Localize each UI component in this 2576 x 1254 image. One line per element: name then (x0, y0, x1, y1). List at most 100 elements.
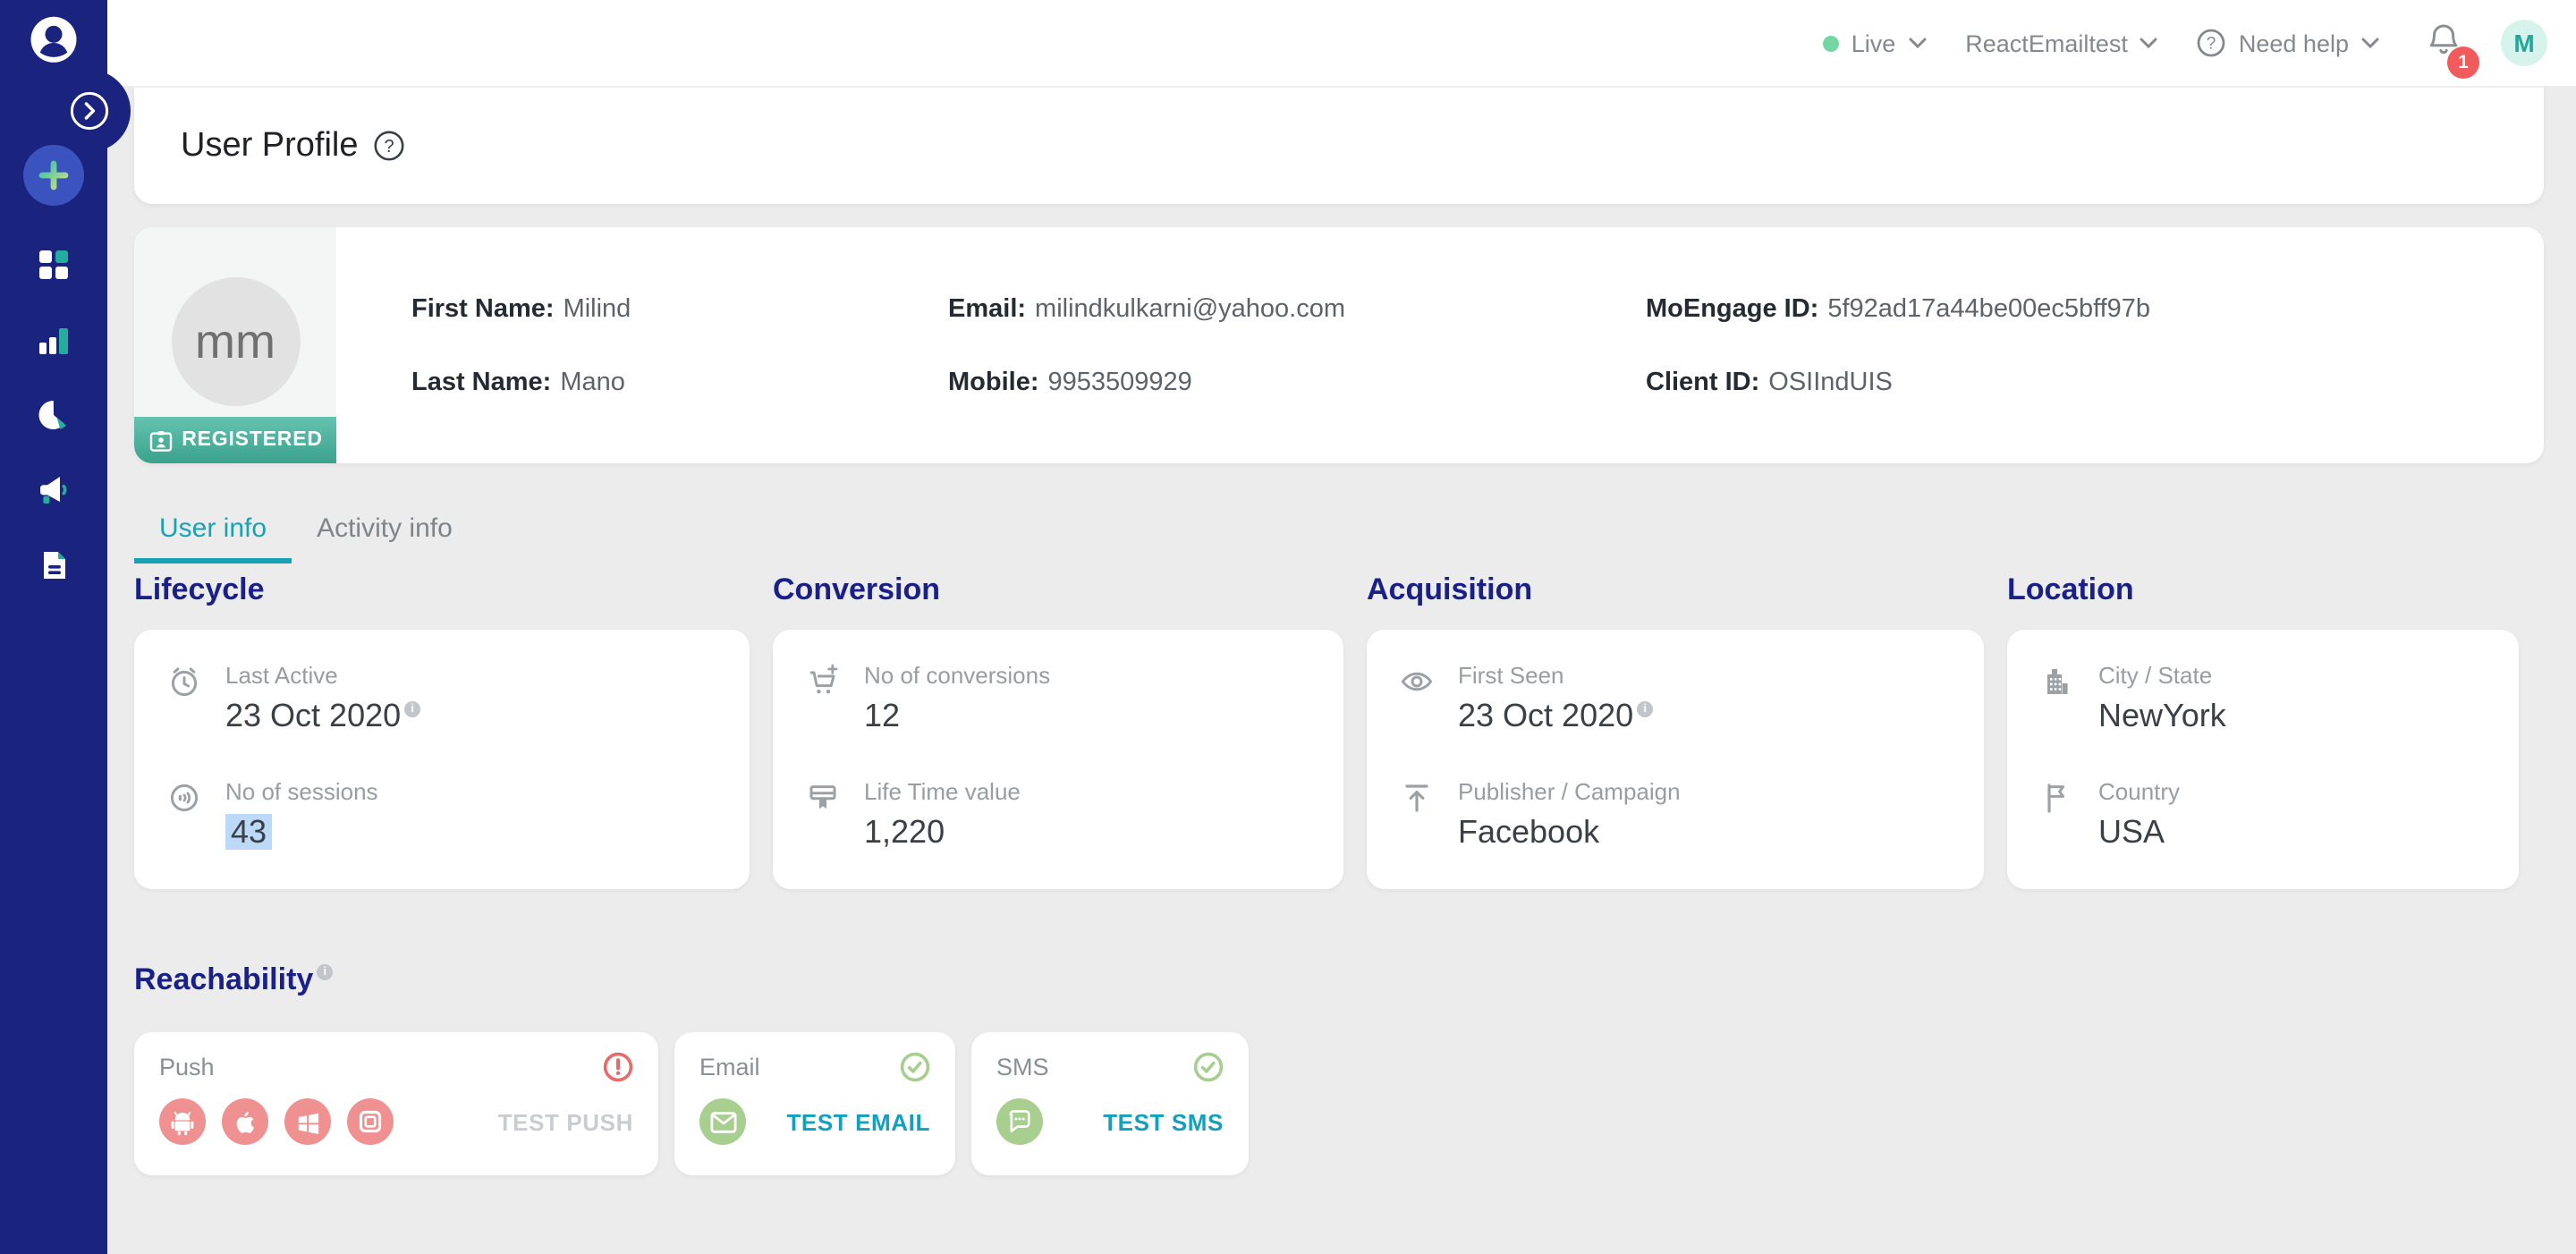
email-reachability-card: Email TEST EMAIL (674, 1032, 955, 1175)
create-campaign-button[interactable] (23, 145, 84, 206)
eye-icon (1401, 672, 1433, 691)
alert-icon (603, 1052, 633, 1082)
sms-reachability-card: SMS TEST SMS (971, 1032, 1249, 1175)
svg-text:?: ? (385, 137, 394, 157)
sidebar (0, 0, 131, 1254)
stat-city: City / State NewYork (2039, 662, 2487, 735)
chevron-right-icon (70, 91, 109, 131)
stat-first-seen: First Seen 23 Oct 2020 (1399, 662, 1952, 735)
acquisition-card: First Seen 23 Oct 2020 Publisher / Campa… (1367, 630, 1984, 889)
chevron-down-icon (2361, 37, 2379, 48)
help-label: Need help (2238, 30, 2349, 56)
tab-user-info[interactable]: User info (134, 506, 292, 563)
field-email: Email: milindkulkarni@yahoo.com (948, 294, 1345, 323)
location-card: City / State NewYork Country USA (2007, 630, 2519, 889)
stat-sections: Lifecycle Last Active 23 Oct 2020 (134, 572, 2519, 889)
moengage-logo-icon[interactable] (23, 11, 84, 80)
user-avatar[interactable]: M (2501, 20, 2547, 66)
analytics-icon[interactable] (36, 322, 72, 358)
test-email-button[interactable]: TEST EMAIL (786, 1108, 930, 1135)
section-lifecycle: Lifecycle Last Active 23 Oct 2020 (134, 572, 750, 889)
android-icon[interactable] (159, 1098, 206, 1145)
profile-tabs: User info Activity info (134, 506, 478, 563)
field-moengage-id: MoEngage ID: 5f92ad17a44be00ec5bff97b (1646, 294, 2151, 323)
section-title: Acquisition (1367, 572, 1533, 606)
help-dropdown[interactable]: ? Need help (2198, 29, 2379, 57)
field-client-id: Client ID: OSIIndUIS (1646, 368, 1893, 396)
status-badge: REGISTERED (134, 417, 336, 463)
field-mobile: Mobile: 9953509929 (948, 368, 1192, 396)
test-sms-button[interactable]: TEST SMS (1103, 1108, 1224, 1135)
id-card-icon (149, 430, 172, 451)
notification-count-badge: 1 (2447, 47, 2479, 79)
stat-last-active: Last Active 23 Oct 2020 (166, 662, 717, 735)
apple-icon[interactable] (222, 1098, 268, 1145)
section-title: Conversion (773, 572, 941, 606)
ribbon-badge-icon (809, 785, 836, 809)
section-conversion: Conversion No of conversions 12 (773, 572, 1343, 889)
sessions-icon (170, 784, 199, 812)
info-icon[interactable] (1637, 701, 1654, 717)
push-label: Push (159, 1054, 215, 1080)
live-status-dot (1822, 35, 1839, 51)
chat-bubble-icon (996, 1098, 1043, 1145)
section-title: Location (2007, 572, 2134, 606)
push-reachability-card: Push (134, 1032, 658, 1175)
tab-activity-info[interactable]: Activity info (317, 513, 453, 544)
stat-conversions: No of conversions 12 (805, 662, 1311, 735)
campaigns-icon[interactable] (36, 472, 72, 508)
svg-text:?: ? (2207, 34, 2217, 53)
web-icon[interactable] (347, 1098, 394, 1145)
flag-icon (2047, 784, 2065, 813)
upload-arrow-icon (1405, 784, 1428, 812)
conversion-card: No of conversions 12 Life Time value 1,2… (773, 630, 1343, 889)
sms-label: SMS (996, 1054, 1049, 1080)
project-label: ReactEmailtest (1965, 30, 2128, 56)
segments-icon[interactable] (36, 397, 72, 433)
profile-fields: First Name: Milind Email: milindkulkarni@y… (336, 227, 2544, 463)
field-first-name: First Name: Milind (411, 294, 631, 323)
page-title: User Profile (181, 126, 359, 164)
templates-icon[interactable] (36, 547, 72, 583)
building-icon (2047, 669, 2068, 694)
envelope-icon (699, 1098, 746, 1145)
project-dropdown[interactable]: ReactEmailtest (1965, 30, 2158, 56)
section-title: Lifecycle (134, 572, 265, 606)
email-label: Email (699, 1054, 760, 1080)
plus-icon (38, 160, 69, 191)
sidebar-nav (0, 247, 107, 583)
reachability-title: Reachability (134, 962, 334, 998)
section-acquisition: Acquisition First Seen 23 Oct 2020 (1367, 572, 1984, 889)
stat-lifetime-value: Life Time value 1,220 (805, 778, 1311, 852)
lifecycle-card: Last Active 23 Oct 2020 No of sessions 4… (134, 630, 750, 889)
status-badge-label: REGISTERED (182, 429, 323, 451)
notifications-button[interactable]: 1 (2426, 21, 2479, 79)
alarm-clock-icon (171, 667, 198, 697)
selected-value: 43 (225, 814, 273, 850)
profile-summary-card: mm REGISTERED First Name: Milind Email: mi… (134, 227, 2544, 463)
cart-plus-icon (810, 664, 838, 694)
windows-icon[interactable] (284, 1098, 331, 1145)
stat-publisher: Publisher / Campaign Facebook (1399, 778, 1952, 852)
chevron-down-icon (1908, 37, 1926, 48)
stat-country: Country USA (2039, 778, 2487, 852)
profile-avatar: mm (171, 277, 300, 406)
field-last-name: Last Name: Mano (411, 368, 625, 396)
info-icon[interactable] (317, 964, 334, 980)
check-icon (1193, 1052, 1224, 1082)
avatar-panel: mm REGISTERED (134, 227, 336, 463)
sidebar-expand-button[interactable] (70, 91, 109, 140)
chevron-down-icon (2140, 37, 2158, 48)
stat-sessions: No of sessions 43 (166, 778, 717, 852)
dashboard-icon[interactable] (36, 247, 72, 283)
environment-label: Live (1851, 30, 1896, 56)
test-push-button[interactable]: TEST PUSH (497, 1108, 633, 1135)
environment-dropdown[interactable]: Live (1822, 30, 1927, 56)
topbar: Live ReactEmailtest ? Need help 1 M (107, 0, 2576, 86)
page-header: User Profile ? (134, 86, 2544, 204)
help-icon: ? (2198, 29, 2226, 57)
help-icon[interactable]: ? (375, 131, 405, 161)
info-icon[interactable] (404, 701, 421, 717)
reachability-cards: Push (134, 1032, 1249, 1175)
